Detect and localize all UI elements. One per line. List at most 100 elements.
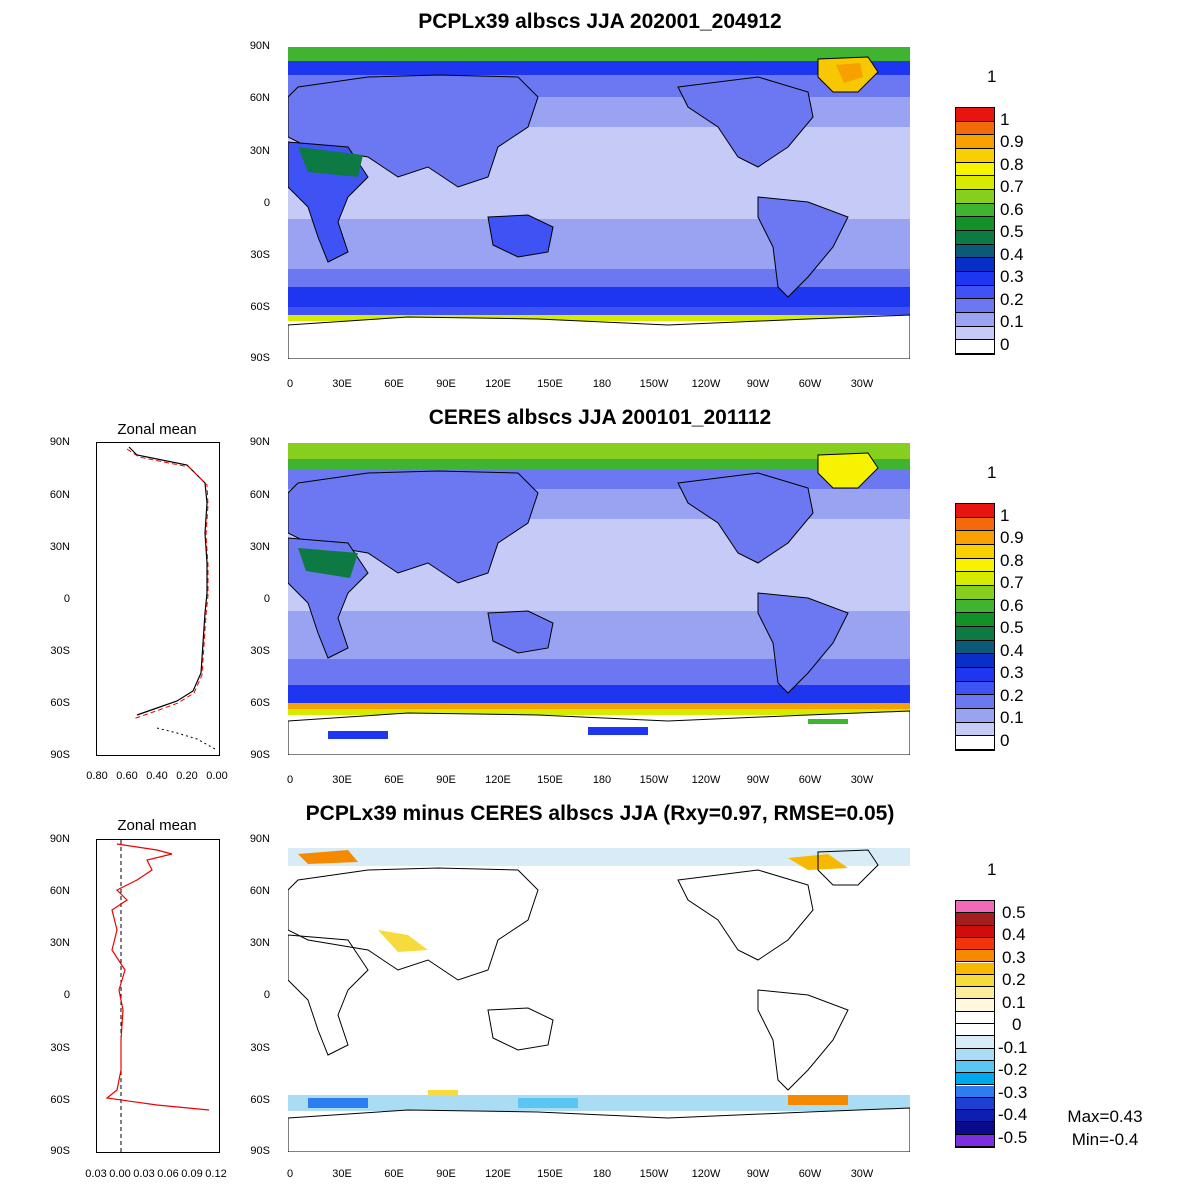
lon-label: 30E (332, 378, 352, 390)
lon-label: 0 (286, 1168, 294, 1180)
zm1-lat-label: 30N (49, 541, 70, 553)
colorbar1 (955, 107, 1035, 355)
panel2-lon-axis: 0 30E 60E 90E 120E 150E 180 150W 120W 90… (0, 774, 1200, 788)
zonal-mean1-title: Zonal mean (117, 421, 197, 438)
zm2-x-tick: 0.09 (181, 1168, 203, 1180)
colorbar-swatch (956, 913, 994, 926)
colorbar-label: 0.4 (1000, 641, 1024, 660)
zm2-lat-label: 90S (50, 1145, 70, 1157)
colorbar1-swatches (955, 107, 995, 355)
zm2-lat-label: 30S (50, 1042, 70, 1054)
zm1-x-tick: 0.80 (86, 770, 108, 782)
zm2-x-tick: 0.03 (85, 1168, 107, 1180)
colorbar-swatch (956, 950, 994, 963)
colorbar-swatch (956, 572, 994, 586)
colorbar-swatch (956, 517, 994, 532)
colorbar-swatch (956, 709, 994, 723)
zm2-x-tick: 0.03 (133, 1168, 155, 1180)
panel1-lat-label: 30S (250, 249, 270, 261)
colorbar-label: 0.5 (1002, 903, 1026, 922)
colorbar-label: 0.2 (1000, 290, 1024, 309)
lon-label: 180 (592, 1168, 612, 1180)
colorbar-swatch (956, 244, 994, 259)
colorbar-label: 0.4 (1002, 925, 1026, 944)
zm1-x-tick: 0.60 (116, 770, 138, 782)
lon-label: 30E (332, 1168, 352, 1180)
stats-max: Max=0.43 (1067, 1107, 1143, 1126)
colorbar-swatch (956, 340, 994, 354)
panel3-title: PCPLx39 minus CERES albscs JJA (Rxy=0.97… (305, 802, 895, 825)
colorbar-swatch (956, 1060, 994, 1074)
panel3-lat-label: 90N (249, 833, 270, 845)
colorbar-swatch (956, 313, 994, 327)
colorbar3 (955, 900, 1035, 1148)
lon-label: 180 (592, 378, 612, 390)
lon-label: 120E (485, 774, 511, 786)
colorbar-label: 0.2 (1000, 686, 1024, 705)
lon-label: 150E (537, 378, 563, 390)
colorbar-swatch (956, 1048, 994, 1061)
panel1-lat-label: 90N (249, 40, 270, 52)
zm2-lat-label: 0 (63, 989, 70, 1001)
panel3-map-svg (288, 840, 910, 1152)
panel2-lat-label: 30S (250, 645, 270, 657)
colorbar-label: 1 (1000, 110, 1010, 129)
panel2-lat-label: 90N (249, 436, 270, 448)
panel2-title: CERES albscs JJA 200101_201112 (428, 406, 772, 429)
colorbar-swatch (956, 108, 994, 122)
zm2-lat-label: 30N (49, 937, 70, 949)
zm2-lat-label: 90N (49, 833, 70, 845)
lon-label: 60E (384, 1168, 404, 1180)
panel2-lat-label: 60S (250, 697, 270, 709)
colorbar-label: 0.9 (1000, 528, 1024, 547)
panel1-lat-label: 90S (250, 352, 270, 364)
panel3-lat-label: 90S (250, 1145, 270, 1157)
lon-label: 150W (639, 1168, 669, 1180)
panel2-lat-label: 60N (249, 489, 270, 501)
colorbar-swatch (956, 1036, 994, 1049)
colorbar-swatch (956, 558, 994, 573)
zm1-lat-label: 60N (49, 489, 70, 501)
zonal-mean1-plot (96, 442, 220, 756)
colorbar-swatch (956, 1085, 994, 1098)
colorbar-swatch (956, 627, 994, 641)
lon-label: 90W (746, 774, 770, 786)
colorbar-label: -0.5 (998, 1128, 1028, 1147)
lon-label: 90E (436, 774, 456, 786)
colorbar-swatch (956, 925, 994, 938)
colorbar-swatch (956, 504, 994, 518)
colorbar-swatch (956, 722, 994, 737)
lon-label: 60W (798, 1168, 822, 1180)
zm1-x-tick: 0.40 (146, 770, 168, 782)
colorbar-swatch (956, 599, 994, 614)
lon-label: 30E (332, 774, 352, 786)
lon-label: 150E (537, 774, 563, 786)
colorbar-swatch (956, 285, 994, 300)
zm1-x-tick: 0.00 (206, 770, 228, 782)
lon-label: 120E (485, 1168, 511, 1180)
zonal-mean2-plot (96, 839, 220, 1153)
colorbar-swatch (956, 299, 994, 313)
colorbar-swatch (956, 121, 994, 136)
colorbar-swatch (956, 901, 994, 914)
panel3-map (288, 840, 910, 1152)
colorbar-label: 0.3 (1000, 267, 1024, 286)
colorbar-swatch (956, 586, 994, 600)
colorbar-label: 0.1 (1000, 708, 1024, 727)
colorbar-swatch (956, 162, 994, 177)
panel2-lat-label: 0 (263, 593, 270, 605)
colorbar1-top-label: 1 (987, 67, 997, 86)
panel3-lat-label: 30N (249, 937, 270, 949)
panel3-lat-label: 0 (263, 989, 270, 1001)
colorbar2-top-label: 1 (987, 463, 997, 482)
colorbar-swatch (956, 203, 994, 218)
colorbar-swatch (956, 272, 994, 286)
lon-label: 180 (592, 774, 612, 786)
colorbar-label: -0.4 (998, 1105, 1028, 1124)
lon-label: 60E (384, 774, 404, 786)
colorbar-label: 0.6 (1000, 200, 1024, 219)
panel2-map-svg (288, 443, 910, 755)
zm1-lat-label: 0 (63, 593, 70, 605)
colorbar-swatch (956, 231, 994, 245)
colorbar-swatch (956, 1097, 994, 1111)
